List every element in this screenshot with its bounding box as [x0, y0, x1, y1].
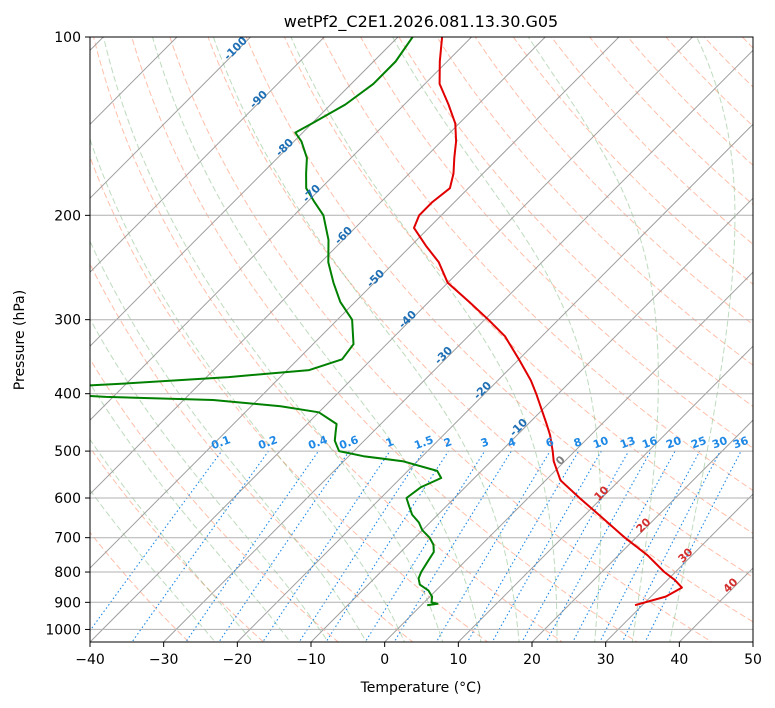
plot-frame	[89, 36, 754, 643]
isotherm-line	[604, 493, 753, 642]
x-axis-label: Temperature (°C)	[360, 680, 482, 696]
mixing-ratio-label: 30	[710, 434, 729, 452]
isotherm-line	[457, 345, 753, 642]
y-tick-label: 500	[54, 444, 81, 460]
dry-adiabat-line	[90, 446, 265, 642]
x-tick-label: 10	[449, 652, 467, 668]
isotherm-line	[90, 37, 473, 421]
dry-adiabat-line	[360, 37, 753, 449]
dry-adiabat-line	[169, 37, 713, 642]
dry-adiabat-line	[398, 37, 753, 408]
background-guide-lines	[90, 37, 753, 642]
moist-adiabat-line	[527, 37, 659, 642]
mixing-ratio-label: 0.4	[306, 433, 329, 452]
mixing-ratio-label: 0.1	[209, 433, 232, 452]
chart-title: wetPf2_C2E1.2026.081.13.30.G05	[284, 12, 558, 32]
moist-adiabat-line	[392, 37, 602, 642]
dry-adiabat-line	[627, 37, 753, 166]
dry-adiabat-line	[90, 262, 414, 642]
sounding-profiles	[90, 37, 683, 607]
dry-adiabat-line	[93, 37, 564, 642]
x-tick-label: 30	[597, 652, 615, 668]
isotherm-line	[90, 37, 694, 642]
isotherm-line	[236, 123, 753, 642]
dry-adiabat-line	[436, 37, 753, 366]
dry-adiabat-line	[512, 37, 753, 285]
mixing-ratio-label: 13	[618, 434, 637, 451]
moist-adiabat-line	[90, 317, 329, 642]
dewpoint-line	[90, 37, 443, 607]
mixing-ratio-label: 0.6	[337, 433, 360, 452]
y-tick-label: 100	[54, 30, 81, 46]
x-axis: −40 −30 −20 −10 0 10 20 30 40 50	[75, 642, 762, 668]
moist-adiabat-line	[90, 240, 367, 642]
mixing-ratio-label: 6	[544, 435, 556, 450]
isotherm-line	[90, 37, 620, 569]
isotherm-line	[90, 37, 252, 199]
y-axis-label: Pressure (hPa)	[12, 290, 28, 390]
isotherm-line	[162, 49, 753, 642]
mixing-ratio-label: 2	[442, 435, 454, 450]
x-tick-label: −20	[223, 652, 253, 668]
mixing-ratio-label: 20	[664, 434, 683, 452]
dry-adiabat-line	[283, 37, 753, 535]
y-tick-label: 600	[54, 491, 81, 507]
isotherm-line	[90, 37, 399, 347]
isotherm-line	[383, 271, 753, 642]
mixing-ratio-label: 36	[731, 434, 750, 452]
moist-adiabat-line	[90, 438, 254, 642]
moist-adiabat-line	[669, 37, 736, 642]
x-tick-label: −30	[149, 652, 179, 668]
x-tick-label: 0	[380, 652, 389, 668]
dry-adiabat-line	[90, 155, 489, 642]
moist-adiabat-line	[102, 37, 444, 642]
isotherm-line	[531, 419, 753, 642]
y-tick-label: 800	[54, 565, 81, 581]
y-tick-label: 200	[54, 208, 81, 224]
mixing-ratio-label: 10	[591, 434, 610, 452]
moist-adiabat-line	[90, 382, 291, 642]
x-tick-label: 40	[670, 652, 688, 668]
x-tick-label: 20	[523, 652, 541, 668]
mixing-ratio-label: 8	[572, 435, 584, 450]
mixing-ratio-label: 16	[640, 434, 659, 452]
moist-adiabat-line	[290, 37, 558, 642]
temperature-line	[413, 37, 683, 607]
mixing-ratio-label: 0.2	[256, 433, 279, 452]
dry-adiabat-line	[474, 37, 753, 326]
mixing-ratio-label: 25	[689, 434, 708, 451]
moist-adiabat-line	[90, 489, 216, 642]
mixing-ratio-label: 3	[479, 435, 491, 450]
y-axis: 100 200 300 400 500 600 700 800 900 1000	[45, 30, 90, 638]
dry-adiabat-line	[245, 37, 753, 578]
isotherm-line	[90, 37, 546, 495]
isotherm-line	[310, 197, 753, 642]
y-tick-label: 400	[54, 387, 81, 403]
mixing-ratio-label: 1.5	[412, 433, 435, 452]
isotherm-line	[90, 37, 325, 273]
x-tick-label: −10	[296, 652, 326, 668]
dry-adiabat-line	[207, 37, 753, 623]
mixing-ratio-label: 4	[506, 435, 518, 450]
y-tick-label: 1000	[45, 622, 81, 638]
dry-adiabat-line	[90, 358, 340, 642]
dry-adiabat-line	[322, 37, 753, 492]
x-tick-label: 50	[744, 652, 762, 668]
moist-adiabat-line	[151, 37, 482, 642]
moist-adiabat-line	[90, 137, 406, 642]
dry-adiabat-line	[131, 37, 638, 642]
x-tick-label: −40	[75, 652, 105, 668]
y-tick-label: 300	[54, 313, 81, 329]
mixing-ratio-label: 1	[384, 435, 396, 450]
y-tick-label: 900	[54, 595, 81, 611]
y-tick-label: 700	[54, 531, 81, 547]
